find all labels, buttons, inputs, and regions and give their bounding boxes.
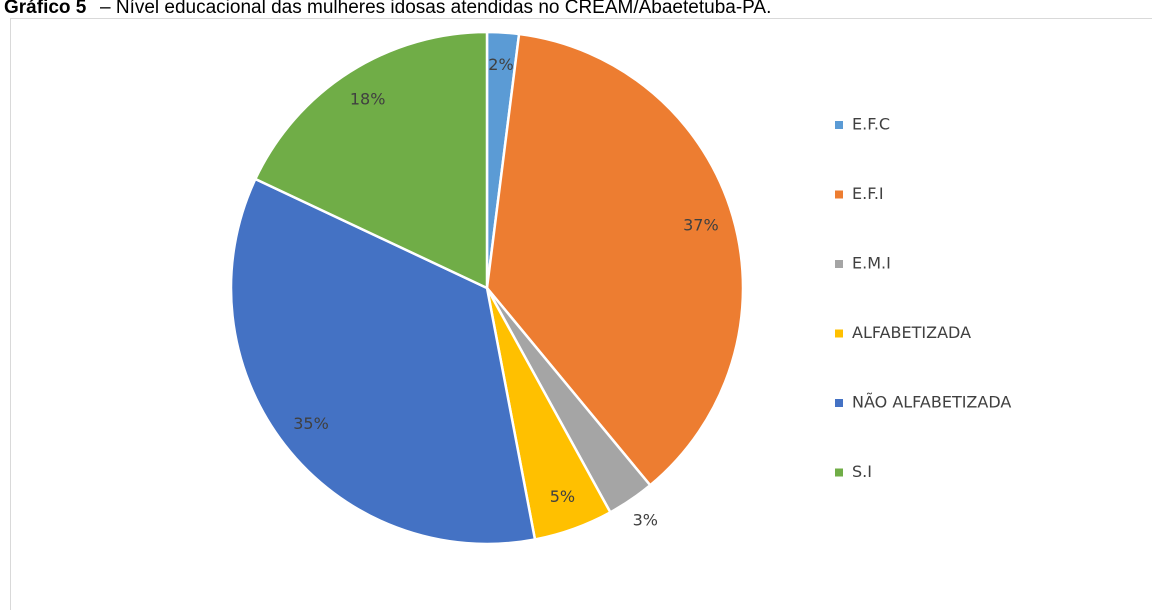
data-label: 3%	[633, 510, 658, 529]
figure-label: Gráfico 5	[4, 0, 87, 18]
legend-swatch	[835, 190, 843, 199]
pie-slice	[485, 32, 745, 488]
data-label: 2%	[488, 55, 513, 74]
data-label: 35%	[293, 414, 329, 433]
legend-swatch	[835, 399, 843, 407]
legend-label: ALFABETIZADA	[852, 323, 971, 342]
chart-title: – Nível educacional das mulheres idosas …	[100, 0, 771, 18]
data-label: 37%	[683, 215, 719, 234]
pie-slice	[253, 30, 489, 290]
legend-label: E.F.I	[852, 184, 884, 203]
legend-label: S.I	[852, 462, 872, 481]
legend-label: E.M.I	[852, 254, 891, 273]
legend-swatch	[835, 468, 843, 477]
legend-label: E.F.C	[852, 115, 890, 134]
legend-swatch	[835, 121, 843, 129]
legend-swatch	[835, 329, 843, 338]
pie-slice	[229, 177, 537, 546]
data-label: 18%	[350, 89, 386, 108]
legend-swatch	[835, 260, 843, 268]
data-label: 5%	[550, 487, 575, 506]
legend-label: NÃO ALFABETIZADA	[852, 393, 1011, 412]
